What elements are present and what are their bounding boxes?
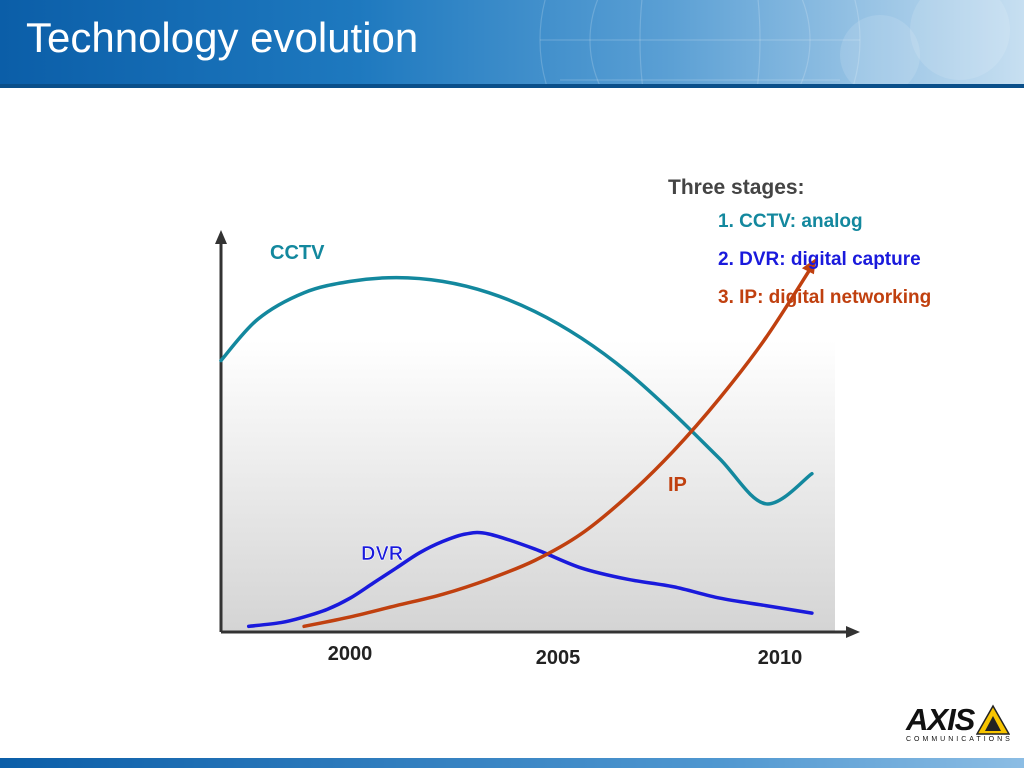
stages-heading: Three stages: <box>668 176 805 199</box>
page-title: Technology evolution <box>26 14 419 61</box>
x-tick-label: 2000 <box>328 643 373 665</box>
series-lines <box>219 258 816 629</box>
x-tick-label: 2010 <box>758 647 803 669</box>
ip-arrow-icon <box>801 258 816 275</box>
y-axis-arrow-icon <box>215 230 227 244</box>
chart-axes <box>215 230 860 638</box>
axis-logo: AXIS COMMUNICATIONS <box>902 700 1014 748</box>
footer-bar <box>0 758 1024 768</box>
logo-subtitle: COMMUNICATIONS <box>906 736 1013 743</box>
stage-item-dvr: 2. DVR: digital capture <box>718 249 921 270</box>
series-label-ip: IP <box>668 474 687 496</box>
stages-panel: Three stages: 1. CCTV: analog 2. DVR: di… <box>668 174 1018 324</box>
x-axis-arrow-icon <box>846 626 860 638</box>
x-tick-label: 2005 <box>536 647 581 669</box>
series-line-cctv <box>219 275 814 506</box>
stage-item-ip: 3. IP: digital networking <box>718 287 932 308</box>
series-label-dvr: DVR <box>361 543 404 565</box>
chart-labels: 2000 2005 2010 CCTV IP DVR <box>270 242 802 669</box>
header-globe-graphic <box>539 0 1010 84</box>
header-divider <box>0 84 1024 88</box>
header-banner: Technology evolution <box>0 0 1024 84</box>
stage-item-cctv: 1. CCTV: analog <box>718 211 863 232</box>
logo-triangle-icon <box>976 704 1010 735</box>
series-line-dvr <box>246 530 814 629</box>
logo-wordmark: AXIS <box>906 702 975 737</box>
plot-area <box>221 340 835 632</box>
series-label-cctv: CCTV <box>270 242 325 264</box>
series-line-ip <box>302 264 814 629</box>
